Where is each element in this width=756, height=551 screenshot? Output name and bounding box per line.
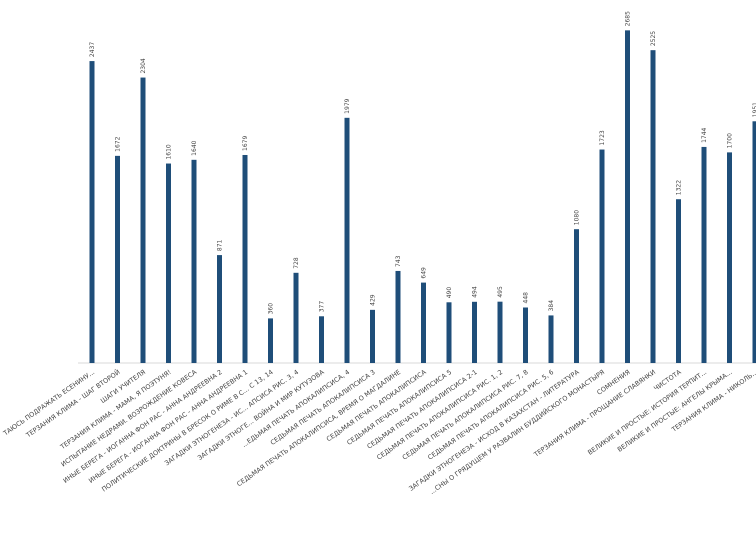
value-label: 1610 bbox=[166, 144, 173, 159]
bar bbox=[166, 163, 171, 363]
value-label: 494 bbox=[472, 286, 479, 298]
value-label: 1322 bbox=[676, 180, 683, 195]
bar bbox=[421, 282, 426, 363]
value-label: 871 bbox=[217, 239, 224, 251]
value-label: 360 bbox=[268, 303, 275, 315]
value-label: 1080 bbox=[574, 210, 581, 225]
value-label: 490 bbox=[446, 287, 453, 299]
bar bbox=[115, 155, 120, 363]
value-label: 1672 bbox=[115, 136, 122, 151]
bar bbox=[650, 50, 656, 363]
value-label: 1723 bbox=[599, 130, 606, 145]
value-label: 429 bbox=[370, 294, 377, 306]
value-label: 1951 bbox=[752, 102, 756, 117]
value-label: 377 bbox=[319, 301, 326, 313]
value-label: 1979 bbox=[344, 98, 351, 113]
value-label: 1640 bbox=[191, 140, 198, 155]
bar bbox=[548, 315, 554, 363]
bar bbox=[293, 272, 299, 363]
bar bbox=[319, 316, 324, 363]
bar bbox=[268, 318, 273, 363]
bar bbox=[370, 309, 375, 363]
bar bbox=[89, 61, 95, 363]
bar bbox=[472, 301, 477, 363]
value-label: 1700 bbox=[727, 133, 734, 148]
bar bbox=[752, 121, 756, 363]
bar bbox=[191, 159, 197, 363]
value-label: 2304 bbox=[140, 58, 147, 73]
bar bbox=[523, 307, 528, 363]
bar bbox=[625, 30, 630, 364]
bar bbox=[242, 154, 248, 363]
value-label: 495 bbox=[497, 286, 504, 298]
bar bbox=[574, 229, 579, 363]
value-label: 728 bbox=[293, 257, 300, 269]
bar bbox=[395, 270, 401, 363]
bar bbox=[497, 301, 503, 363]
value-label: 649 bbox=[421, 267, 428, 279]
bar bbox=[217, 255, 222, 363]
value-label: 743 bbox=[395, 255, 402, 267]
value-label: 2685 bbox=[625, 11, 632, 26]
bar bbox=[140, 77, 146, 363]
value-label: 1744 bbox=[701, 127, 708, 142]
value-label: 448 bbox=[523, 292, 530, 304]
value-label: 2525 bbox=[650, 31, 657, 46]
bar bbox=[676, 199, 681, 363]
bar bbox=[727, 152, 732, 363]
value-label: 2437 bbox=[89, 42, 96, 57]
value-label: 1679 bbox=[242, 136, 249, 151]
bar bbox=[599, 149, 605, 363]
value-label: 384 bbox=[548, 300, 555, 312]
bar bbox=[446, 302, 452, 363]
bar bbox=[344, 117, 350, 364]
bar bbox=[701, 146, 707, 363]
